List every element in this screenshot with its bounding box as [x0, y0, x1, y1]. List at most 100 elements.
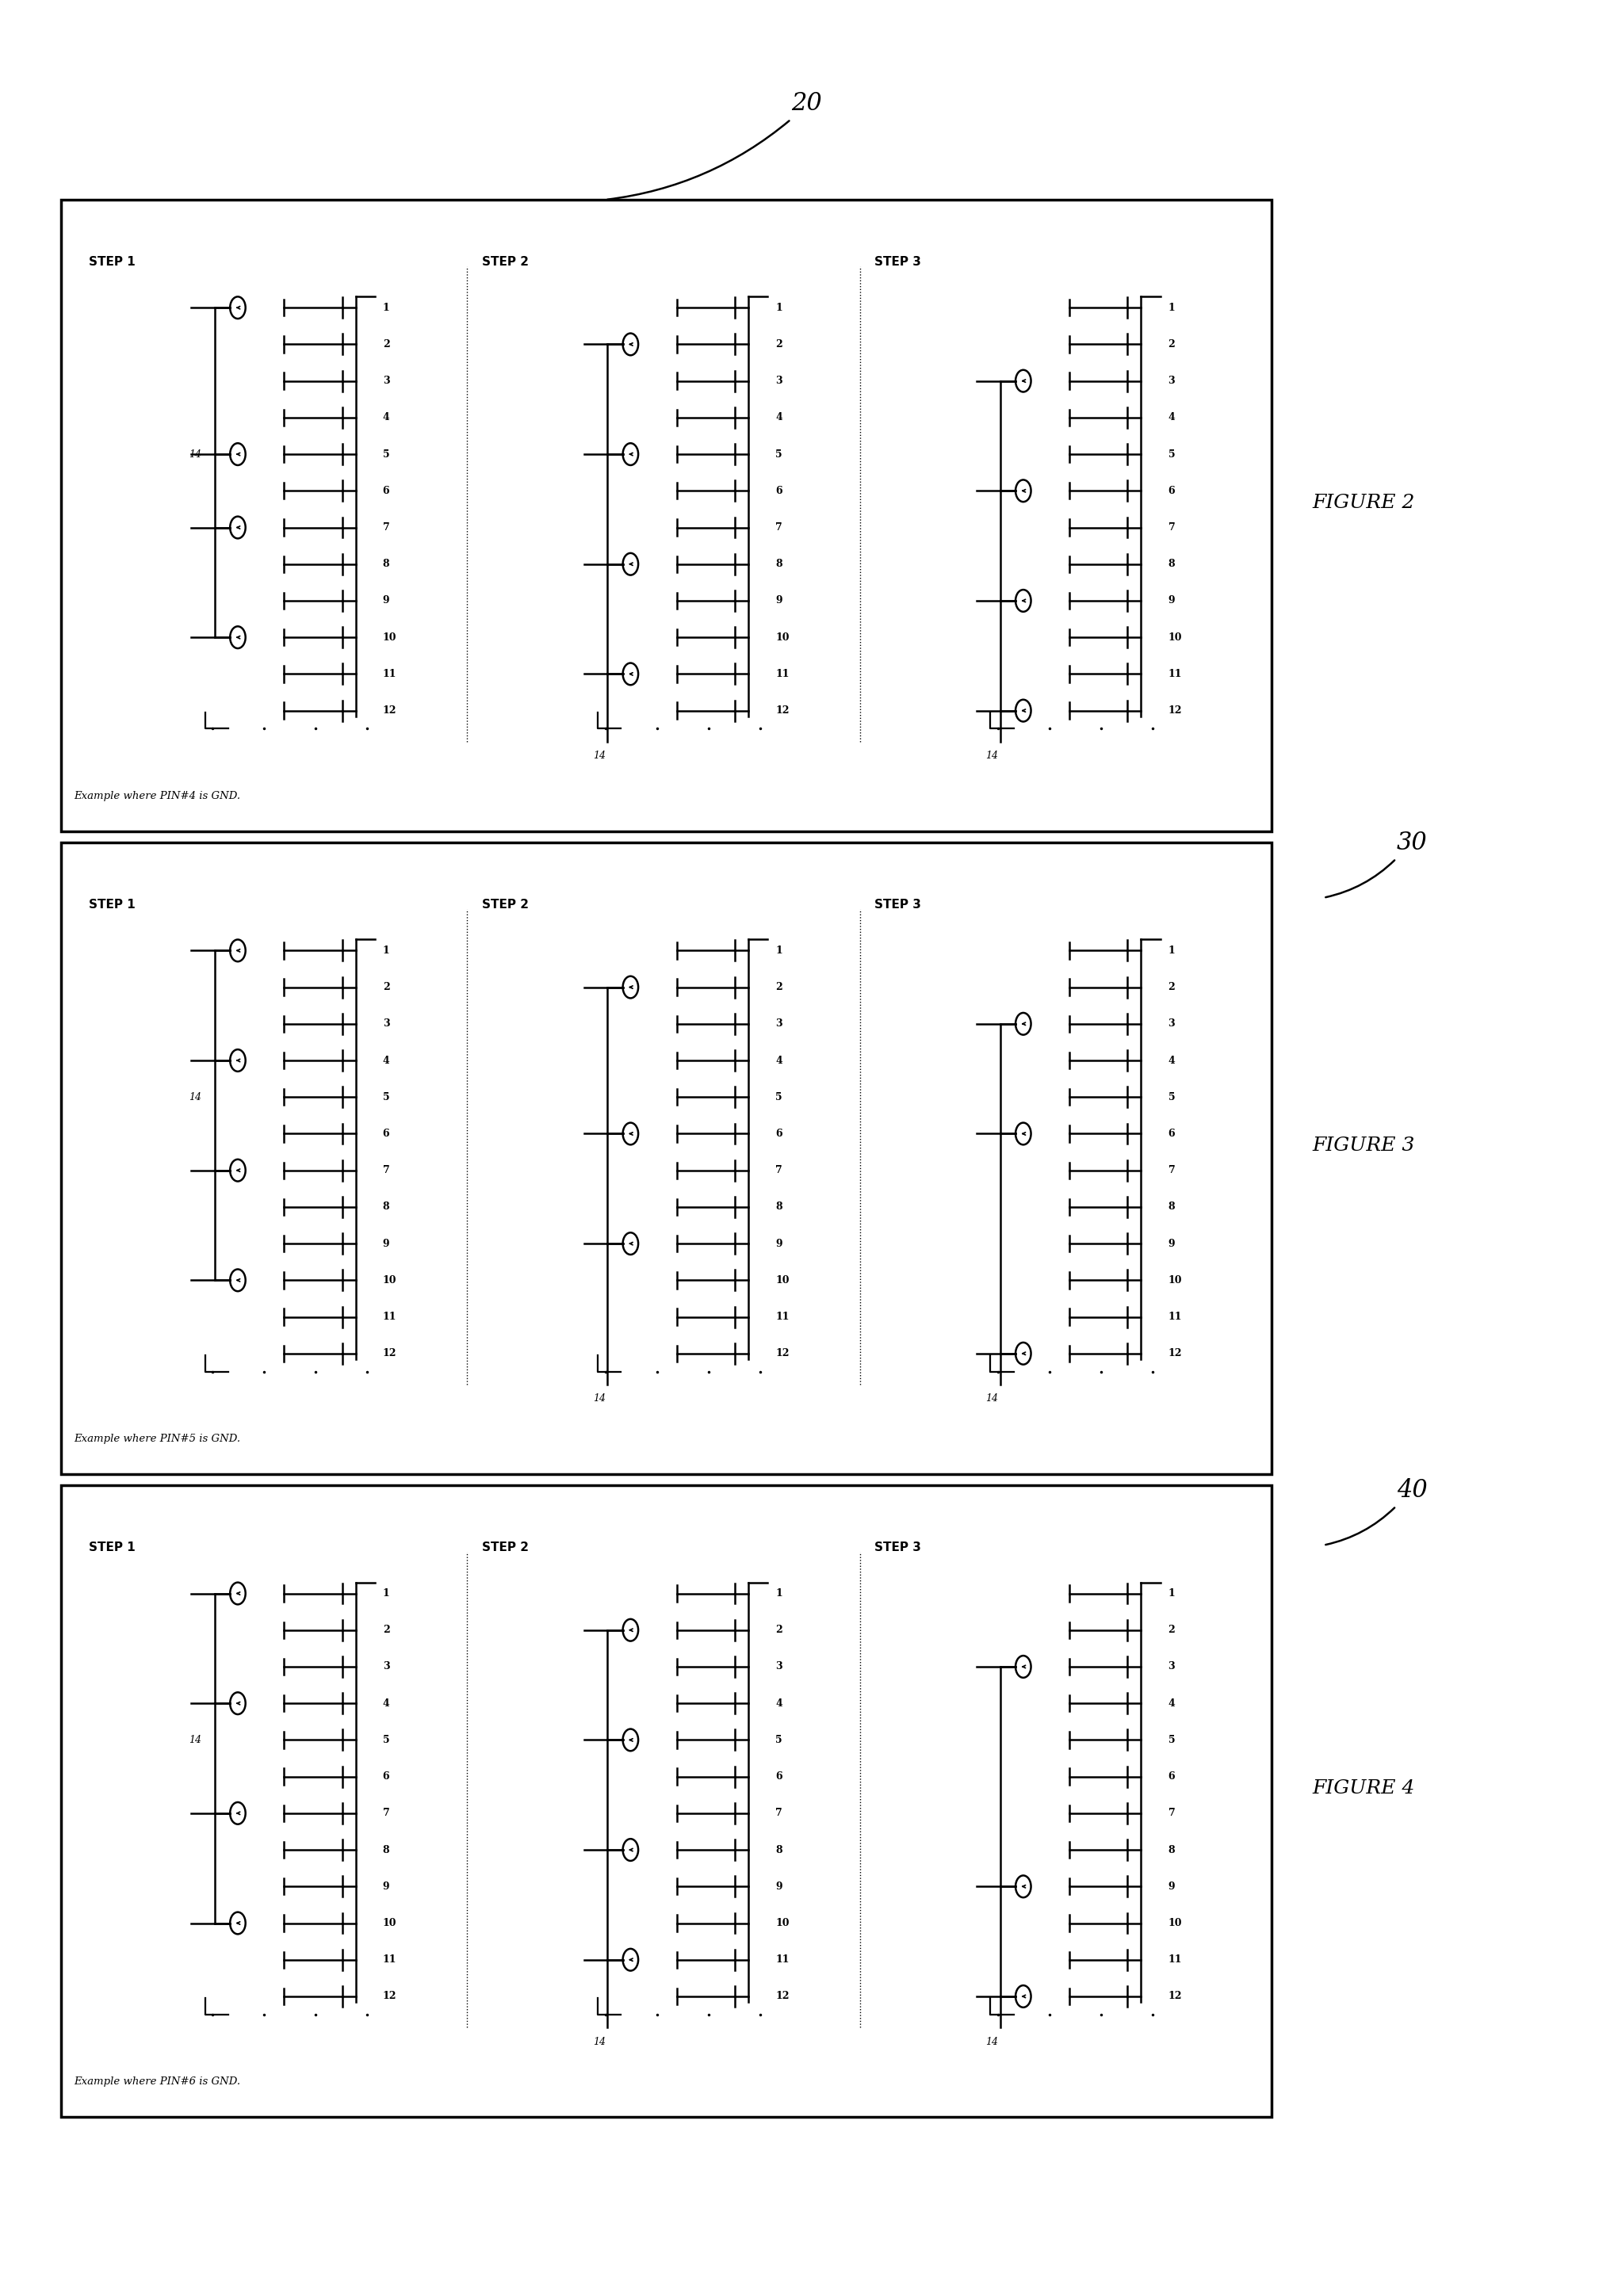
Text: 3: 3	[1169, 1019, 1175, 1029]
Text: 3: 3	[775, 1662, 783, 1671]
Text: 4: 4	[775, 1699, 783, 1708]
Text: 9: 9	[1169, 1238, 1175, 1249]
Text: 11: 11	[383, 1954, 397, 1965]
Text: STEP 2: STEP 2	[483, 1543, 528, 1554]
Text: 1: 1	[775, 303, 783, 312]
Text: FIGURE 3: FIGURE 3	[1312, 1137, 1415, 1155]
Text: 8: 8	[775, 1201, 783, 1212]
Text: 9: 9	[383, 1238, 389, 1249]
Text: 3: 3	[775, 1019, 783, 1029]
Text: 1: 1	[775, 1589, 783, 1598]
Text: 2: 2	[1169, 983, 1175, 992]
Text: Example where PIN#6 is GND.: Example where PIN#6 is GND.	[74, 2078, 240, 2087]
Text: 1: 1	[383, 1589, 389, 1598]
Text: STEP 1: STEP 1	[89, 257, 136, 269]
Text: 5: 5	[1169, 1736, 1175, 1745]
Text: 5: 5	[383, 1093, 389, 1102]
Text: 5: 5	[775, 1736, 783, 1745]
Text: 6: 6	[383, 1130, 389, 1139]
Text: 10: 10	[775, 1917, 789, 1929]
Text: STEP 2: STEP 2	[483, 257, 528, 269]
Text: 14: 14	[986, 1394, 999, 1403]
Text: 8: 8	[383, 1201, 389, 1212]
Text: 7: 7	[1169, 1807, 1175, 1818]
Text: 2: 2	[383, 340, 389, 349]
Text: 8: 8	[775, 1844, 783, 1855]
Text: 12: 12	[775, 1348, 789, 1359]
Text: 2: 2	[1169, 1626, 1175, 1635]
Text: 6: 6	[775, 1773, 783, 1782]
Text: 9: 9	[775, 1238, 783, 1249]
Text: 14: 14	[189, 1736, 202, 1745]
Text: 30: 30	[1396, 831, 1428, 854]
Text: 8: 8	[1169, 558, 1175, 569]
Text: 4: 4	[775, 413, 783, 422]
Text: 5: 5	[383, 1736, 389, 1745]
Text: 10: 10	[1169, 1274, 1181, 1286]
Text: 2: 2	[775, 1626, 783, 1635]
Text: 7: 7	[775, 521, 783, 533]
Text: 3: 3	[1169, 377, 1175, 386]
Text: 10: 10	[775, 1274, 789, 1286]
Text: 12: 12	[1169, 1348, 1181, 1359]
Text: 5: 5	[775, 1093, 783, 1102]
Text: 5: 5	[1169, 1093, 1175, 1102]
Text: 4: 4	[775, 1056, 783, 1065]
Text: 10: 10	[383, 631, 397, 643]
Text: 2: 2	[775, 983, 783, 992]
Text: 14: 14	[189, 1093, 202, 1102]
Text: 9: 9	[775, 595, 783, 606]
Text: 10: 10	[383, 1274, 397, 1286]
Text: 12: 12	[383, 705, 397, 716]
Text: 14: 14	[592, 2037, 605, 2046]
Text: 11: 11	[1169, 668, 1181, 680]
Text: 12: 12	[383, 1348, 397, 1359]
Text: 1: 1	[383, 303, 389, 312]
Text: 11: 11	[775, 668, 789, 680]
Text: Example where PIN#5 is GND.: Example where PIN#5 is GND.	[74, 1435, 240, 1444]
Text: 11: 11	[1169, 1311, 1181, 1322]
Text: 12: 12	[383, 1991, 397, 2002]
Text: 6: 6	[775, 487, 783, 496]
Text: 7: 7	[1169, 521, 1175, 533]
Text: 12: 12	[775, 705, 789, 716]
Text: 4: 4	[1169, 413, 1175, 422]
Text: 4: 4	[1169, 1056, 1175, 1065]
Text: 4: 4	[383, 413, 389, 422]
Text: 1: 1	[383, 946, 389, 955]
Text: 1: 1	[1169, 303, 1175, 312]
Text: 4: 4	[383, 1056, 389, 1065]
Text: STEP 3: STEP 3	[875, 898, 922, 912]
Text: 9: 9	[1169, 595, 1175, 606]
Text: 11: 11	[775, 1954, 789, 1965]
Text: 1: 1	[1169, 1589, 1175, 1598]
Text: FIGURE 4: FIGURE 4	[1312, 1779, 1415, 1798]
Text: 5: 5	[775, 450, 783, 459]
Text: STEP 1: STEP 1	[89, 898, 136, 912]
Text: 6: 6	[383, 487, 389, 496]
Text: 12: 12	[1169, 705, 1181, 716]
Text: 1: 1	[1169, 946, 1175, 955]
Text: 10: 10	[1169, 631, 1181, 643]
Text: 2: 2	[383, 983, 389, 992]
Text: 7: 7	[775, 1807, 783, 1818]
Text: 8: 8	[383, 558, 389, 569]
Text: 8: 8	[1169, 1201, 1175, 1212]
Text: 4: 4	[1169, 1699, 1175, 1708]
Text: 9: 9	[775, 1880, 783, 1892]
Text: 14: 14	[986, 2037, 999, 2046]
Text: 3: 3	[383, 1662, 389, 1671]
Text: 1: 1	[775, 946, 783, 955]
Text: STEP 1: STEP 1	[89, 1543, 136, 1554]
Text: 8: 8	[383, 1844, 389, 1855]
Text: 6: 6	[1169, 487, 1175, 496]
Text: 10: 10	[1169, 1917, 1181, 1929]
Text: 6: 6	[1169, 1130, 1175, 1139]
Text: STEP 2: STEP 2	[483, 898, 528, 912]
Text: 5: 5	[383, 450, 389, 459]
Text: 6: 6	[775, 1130, 783, 1139]
Text: 9: 9	[383, 1880, 389, 1892]
Text: 14: 14	[189, 450, 202, 459]
Text: 2: 2	[1169, 340, 1175, 349]
Text: 7: 7	[1169, 1164, 1175, 1176]
